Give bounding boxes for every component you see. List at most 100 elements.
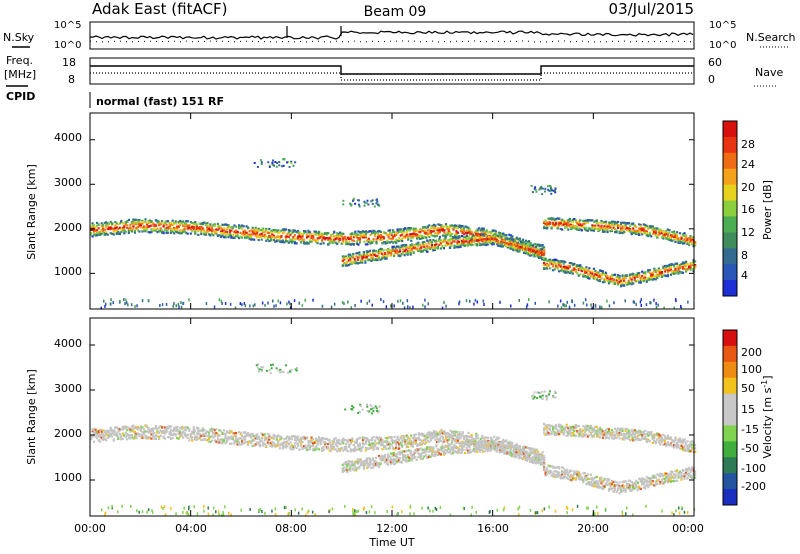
power-echo-cell — [550, 262, 553, 266]
power-echo-cell — [357, 243, 360, 246]
power-echo-cell — [549, 258, 552, 261]
power-patch-cell — [550, 189, 553, 192]
velocity-echo-cell — [108, 433, 111, 436]
power-echo-cell — [604, 278, 608, 281]
power-echo-cell — [293, 229, 296, 232]
power-near-range-cell — [161, 303, 164, 307]
power-echo-cell — [464, 244, 467, 247]
power-echo-cell — [203, 230, 206, 233]
power-echo-cell — [597, 229, 600, 233]
power-echo-cell — [567, 228, 570, 231]
power-patch-cell — [268, 165, 271, 168]
power-echo-cell — [521, 240, 525, 243]
power-echo-cell — [444, 237, 447, 240]
power-near-range-cell — [560, 306, 563, 310]
velocity-echo-cell — [277, 434, 280, 437]
velocity-echo-cell — [398, 443, 401, 446]
velocity-echo-cell — [253, 435, 256, 438]
power-echo-cell — [123, 232, 126, 235]
power-near-range-cell — [687, 300, 689, 304]
power-echo-cell — [675, 238, 679, 241]
power-echo-cell — [416, 233, 419, 236]
power-echo-cell — [393, 254, 396, 258]
velocity-echo-cell — [328, 438, 331, 442]
power-near-range-cell — [613, 301, 615, 305]
power-echo-cell — [265, 239, 268, 242]
power-echo-cell — [594, 220, 597, 223]
power-echo-cell — [455, 227, 458, 230]
power-echo-cell — [592, 267, 595, 270]
velocity-echo-cell — [449, 429, 452, 432]
velocity-echo-cell — [130, 429, 133, 432]
velocity-echo-cell — [429, 439, 432, 442]
power-echo-cell — [118, 226, 121, 229]
velocity-echo-cell — [296, 435, 300, 438]
power-echo-cell — [136, 229, 139, 232]
power-echo-cell — [167, 228, 170, 231]
power-echo-cell — [162, 231, 165, 234]
power-echo-cell — [510, 247, 513, 250]
velocity-echo-cell — [182, 430, 185, 433]
power-echo-cell — [618, 230, 621, 233]
velocity-echo-cell — [298, 448, 301, 451]
velocity-echo-cell — [210, 439, 213, 442]
velocity-echo-cell — [121, 428, 124, 431]
power-echo-cell — [364, 256, 367, 259]
power-patch-cell — [253, 162, 256, 164]
power-echo-cell — [106, 222, 109, 225]
power-echo-cell — [568, 265, 571, 268]
velocity-echo-cell — [235, 431, 238, 435]
power-near-range-cell — [220, 299, 223, 303]
velocity-echo-cell — [228, 436, 232, 439]
power-echo-cell — [531, 244, 535, 247]
power-echo-cell — [167, 231, 170, 234]
power-patch-cell — [342, 203, 345, 206]
power-echo-cell — [254, 230, 257, 233]
power-echo-cell — [642, 223, 645, 226]
power-echo-cell — [366, 231, 369, 234]
velocity-echo-cell — [265, 444, 268, 447]
velocity-echo-cell — [262, 441, 265, 444]
power-echo-cell — [430, 241, 433, 244]
power-echo-cell — [565, 220, 568, 223]
power-echo-cell — [424, 247, 427, 250]
power-echo-cell — [641, 233, 644, 236]
power-colorbar-segment — [723, 200, 737, 217]
power-echo-cell — [660, 272, 663, 275]
power-echo-cell — [459, 243, 462, 246]
power-echo-cell — [274, 240, 277, 243]
power-echo-cell — [641, 270, 644, 273]
power-echo-cell — [455, 232, 458, 235]
power-echo-cell — [248, 235, 251, 238]
power-echo-cell — [509, 237, 512, 240]
velocity-echo-cell — [438, 430, 441, 434]
velocity-echo-cell — [413, 438, 416, 441]
power-echo-cell — [665, 268, 668, 271]
velocity-echo-cell — [173, 432, 176, 435]
power-echo-cell — [302, 240, 306, 243]
power-echo-cell — [450, 224, 454, 227]
velocity-echo-cell — [167, 426, 170, 429]
power-echo-cell — [346, 261, 349, 264]
power-echo-cell — [497, 234, 500, 237]
power-echo-cell — [426, 245, 429, 248]
power-echo-cell — [227, 224, 230, 227]
power-near-range-cell — [279, 301, 282, 305]
power-echo-cell — [546, 227, 549, 230]
power-echo-cell — [482, 233, 485, 236]
power-echo-cell — [672, 238, 676, 241]
power-echo-cell — [409, 244, 412, 247]
power-near-range-cell — [273, 304, 275, 308]
power-echo-cell — [153, 225, 156, 228]
velocity-echo-cell — [476, 434, 479, 437]
power-echo-cell — [219, 226, 223, 229]
power-near-range-cell — [261, 301, 264, 305]
power-echo-cell — [668, 231, 671, 234]
power-echo-cell — [567, 268, 570, 271]
velocity-echo-cell — [325, 446, 328, 449]
power-echo-cell — [373, 258, 376, 261]
power-echo-cell — [574, 225, 577, 229]
velocity-echo-cell — [135, 437, 138, 440]
power-echo-cell — [93, 233, 96, 236]
power-echo-cell — [463, 233, 466, 236]
